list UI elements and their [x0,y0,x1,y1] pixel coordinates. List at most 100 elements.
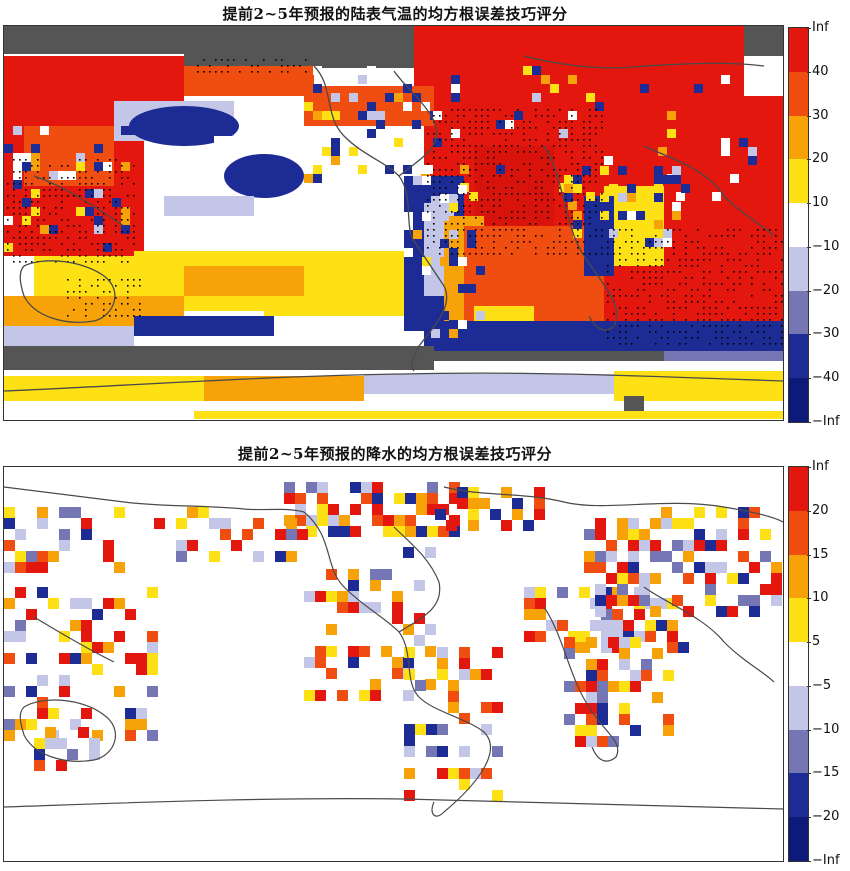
significance-dot [517,241,519,243]
grid-cell [451,84,460,93]
grid-cell [568,201,577,210]
grid-cell [524,631,535,642]
significance-dot [439,133,441,135]
significance-dot [499,229,501,231]
significance-dot [649,331,651,333]
grid-cell [331,138,340,147]
significance-dot [637,337,639,339]
significance-dot [505,193,507,195]
significance-dot [613,289,615,291]
grid-cell [749,606,760,617]
grid-cell [654,193,663,202]
grid-cell [37,587,48,598]
significance-dot [775,235,777,237]
colorbar-tick-mark [807,115,811,117]
significance-dot [451,151,453,153]
grid-cell [716,562,727,573]
significance-dot [463,211,465,213]
significance-dot [7,243,9,245]
significance-dot [13,255,15,257]
significance-dot [541,157,543,159]
grid-cell [405,493,416,504]
significance-dot [451,169,453,171]
significance-dot [721,235,723,237]
significance-dot [727,277,729,279]
significance-dot [553,175,555,177]
significance-dot [79,171,81,173]
significance-dot [613,253,615,255]
grid-cell [748,156,757,165]
grid-cell [564,193,573,202]
grid-cell [568,75,577,84]
grid-cell [427,526,438,537]
grid-cell [448,702,459,713]
grid-cell [449,320,458,329]
grid-cell [437,746,448,757]
significance-dot [643,307,645,309]
grid-cell [470,768,481,779]
significance-dot [673,319,675,321]
significance-dot [535,127,537,129]
grid-cell [125,609,136,620]
significance-dot [451,247,453,249]
significance-dot [583,151,585,153]
significance-dot [733,343,735,345]
significance-dot [43,177,45,179]
significance-dot [463,163,465,165]
significance-dot [511,169,513,171]
grid-cell [628,518,639,529]
grid-cell [15,529,26,540]
significance-dot [745,271,747,273]
significance-dot [61,195,63,197]
significance-dot [541,199,543,201]
grid-cell [147,686,158,697]
grid-cell [4,243,13,252]
significance-dot [661,295,663,297]
grid-cell [597,703,608,714]
significance-dot [109,189,111,191]
significance-dot [85,231,87,233]
grid-cell [326,624,337,635]
significance-dot [583,193,585,195]
grid-cell [34,738,45,749]
significance-dot [751,247,753,249]
significance-dot [763,229,765,231]
significance-dot [19,171,21,173]
grid-cell [534,487,545,498]
significance-dot [493,247,495,249]
significance-dot [535,247,537,249]
grid-cell [440,239,449,248]
significance-dot [667,271,669,273]
significance-dot [91,285,93,287]
significance-dot [487,235,489,237]
coastlines [4,55,783,392]
significance-dot [85,291,87,293]
significance-dot [601,199,603,201]
significance-dot [685,331,687,333]
significance-dot [565,151,567,153]
significance-dot [607,337,609,339]
grid-cell [13,153,22,162]
grid-cell [13,126,22,135]
grid-cell [652,692,663,703]
significance-dot [115,315,117,317]
grid-cell [623,620,634,631]
significance-dot [601,115,603,117]
significance-dot [601,121,603,123]
significance-dot [97,201,99,203]
grid-cell [748,147,757,156]
significance-dot [739,283,741,285]
significance-dot [733,259,735,261]
significance-dot [715,307,717,309]
significance-dot [25,159,27,161]
significance-dot [475,127,477,129]
temperature-colorbar [788,27,809,423]
significance-dot [535,211,537,213]
significance-dot [481,127,483,129]
significance-dot [109,201,111,203]
significance-dot [475,253,477,255]
grid-cell [628,573,639,584]
significance-dot [115,243,117,245]
significance-dot [769,247,771,249]
significance-dot [577,199,579,201]
